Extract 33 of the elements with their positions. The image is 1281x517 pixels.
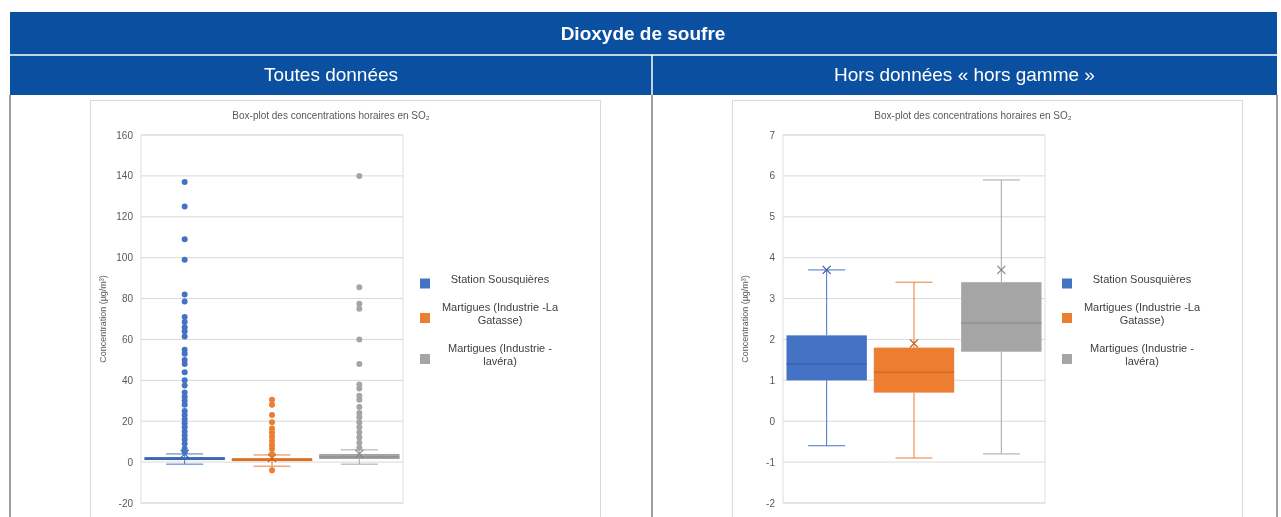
chart-title: Box-plot des concentrations horaires en SO₂ [874, 110, 1072, 121]
y-tick-label: 4 [769, 252, 776, 264]
legend-label: Station Sousquières [1092, 273, 1192, 285]
y-tick-label: 80 [121, 293, 134, 305]
y-tick-label: 160 [116, 129, 134, 141]
chart-title: Box-plot des concentrations horaires en SO₂ [232, 110, 430, 121]
y-tick-label: 40 [121, 374, 134, 386]
y-axis-title: Concentration (µg/m³) [740, 275, 750, 363]
y-tick-label: 60 [121, 333, 134, 345]
y-tick-label: 0 [127, 456, 134, 468]
legend-label: Martigues (Industrie - lavéra) [1090, 342, 1195, 367]
y-tick-label: 3 [769, 293, 776, 305]
chart-subtitle: Hors données « hors gamme » [834, 64, 1095, 85]
y-tick-label: 100 [116, 252, 134, 264]
y-tick-label: -20 [118, 497, 134, 509]
y-tick-label: 120 [116, 211, 134, 223]
y-tick-label: 140 [116, 170, 134, 182]
y-tick-label: 6 [769, 170, 776, 182]
legend-label: Martigues (Industrie - lavéra) [448, 342, 553, 367]
chart-subtitle: Toutes données [263, 64, 399, 85]
y-tick-label: -1 [766, 456, 776, 468]
text: Dioxyde de soufre [560, 23, 726, 44]
y-axis-title: Concentration (µg/m³) [98, 275, 108, 363]
y-tick-label: 0 [769, 415, 776, 427]
y-tick-label: 20 [121, 415, 134, 427]
y-tick-label: 7 [769, 129, 776, 141]
legend-label: Martigues (Industrie -La Gatasse) [1083, 301, 1201, 326]
legend-label: Martigues (Industrie -La Gatasse) [441, 301, 559, 326]
y-tick-label: 2 [769, 333, 776, 345]
legend-label: Station Sousquières [450, 273, 550, 285]
y-tick-label: 1 [769, 374, 776, 386]
y-tick-label: 5 [769, 211, 776, 223]
y-tick-label: -2 [766, 497, 776, 509]
